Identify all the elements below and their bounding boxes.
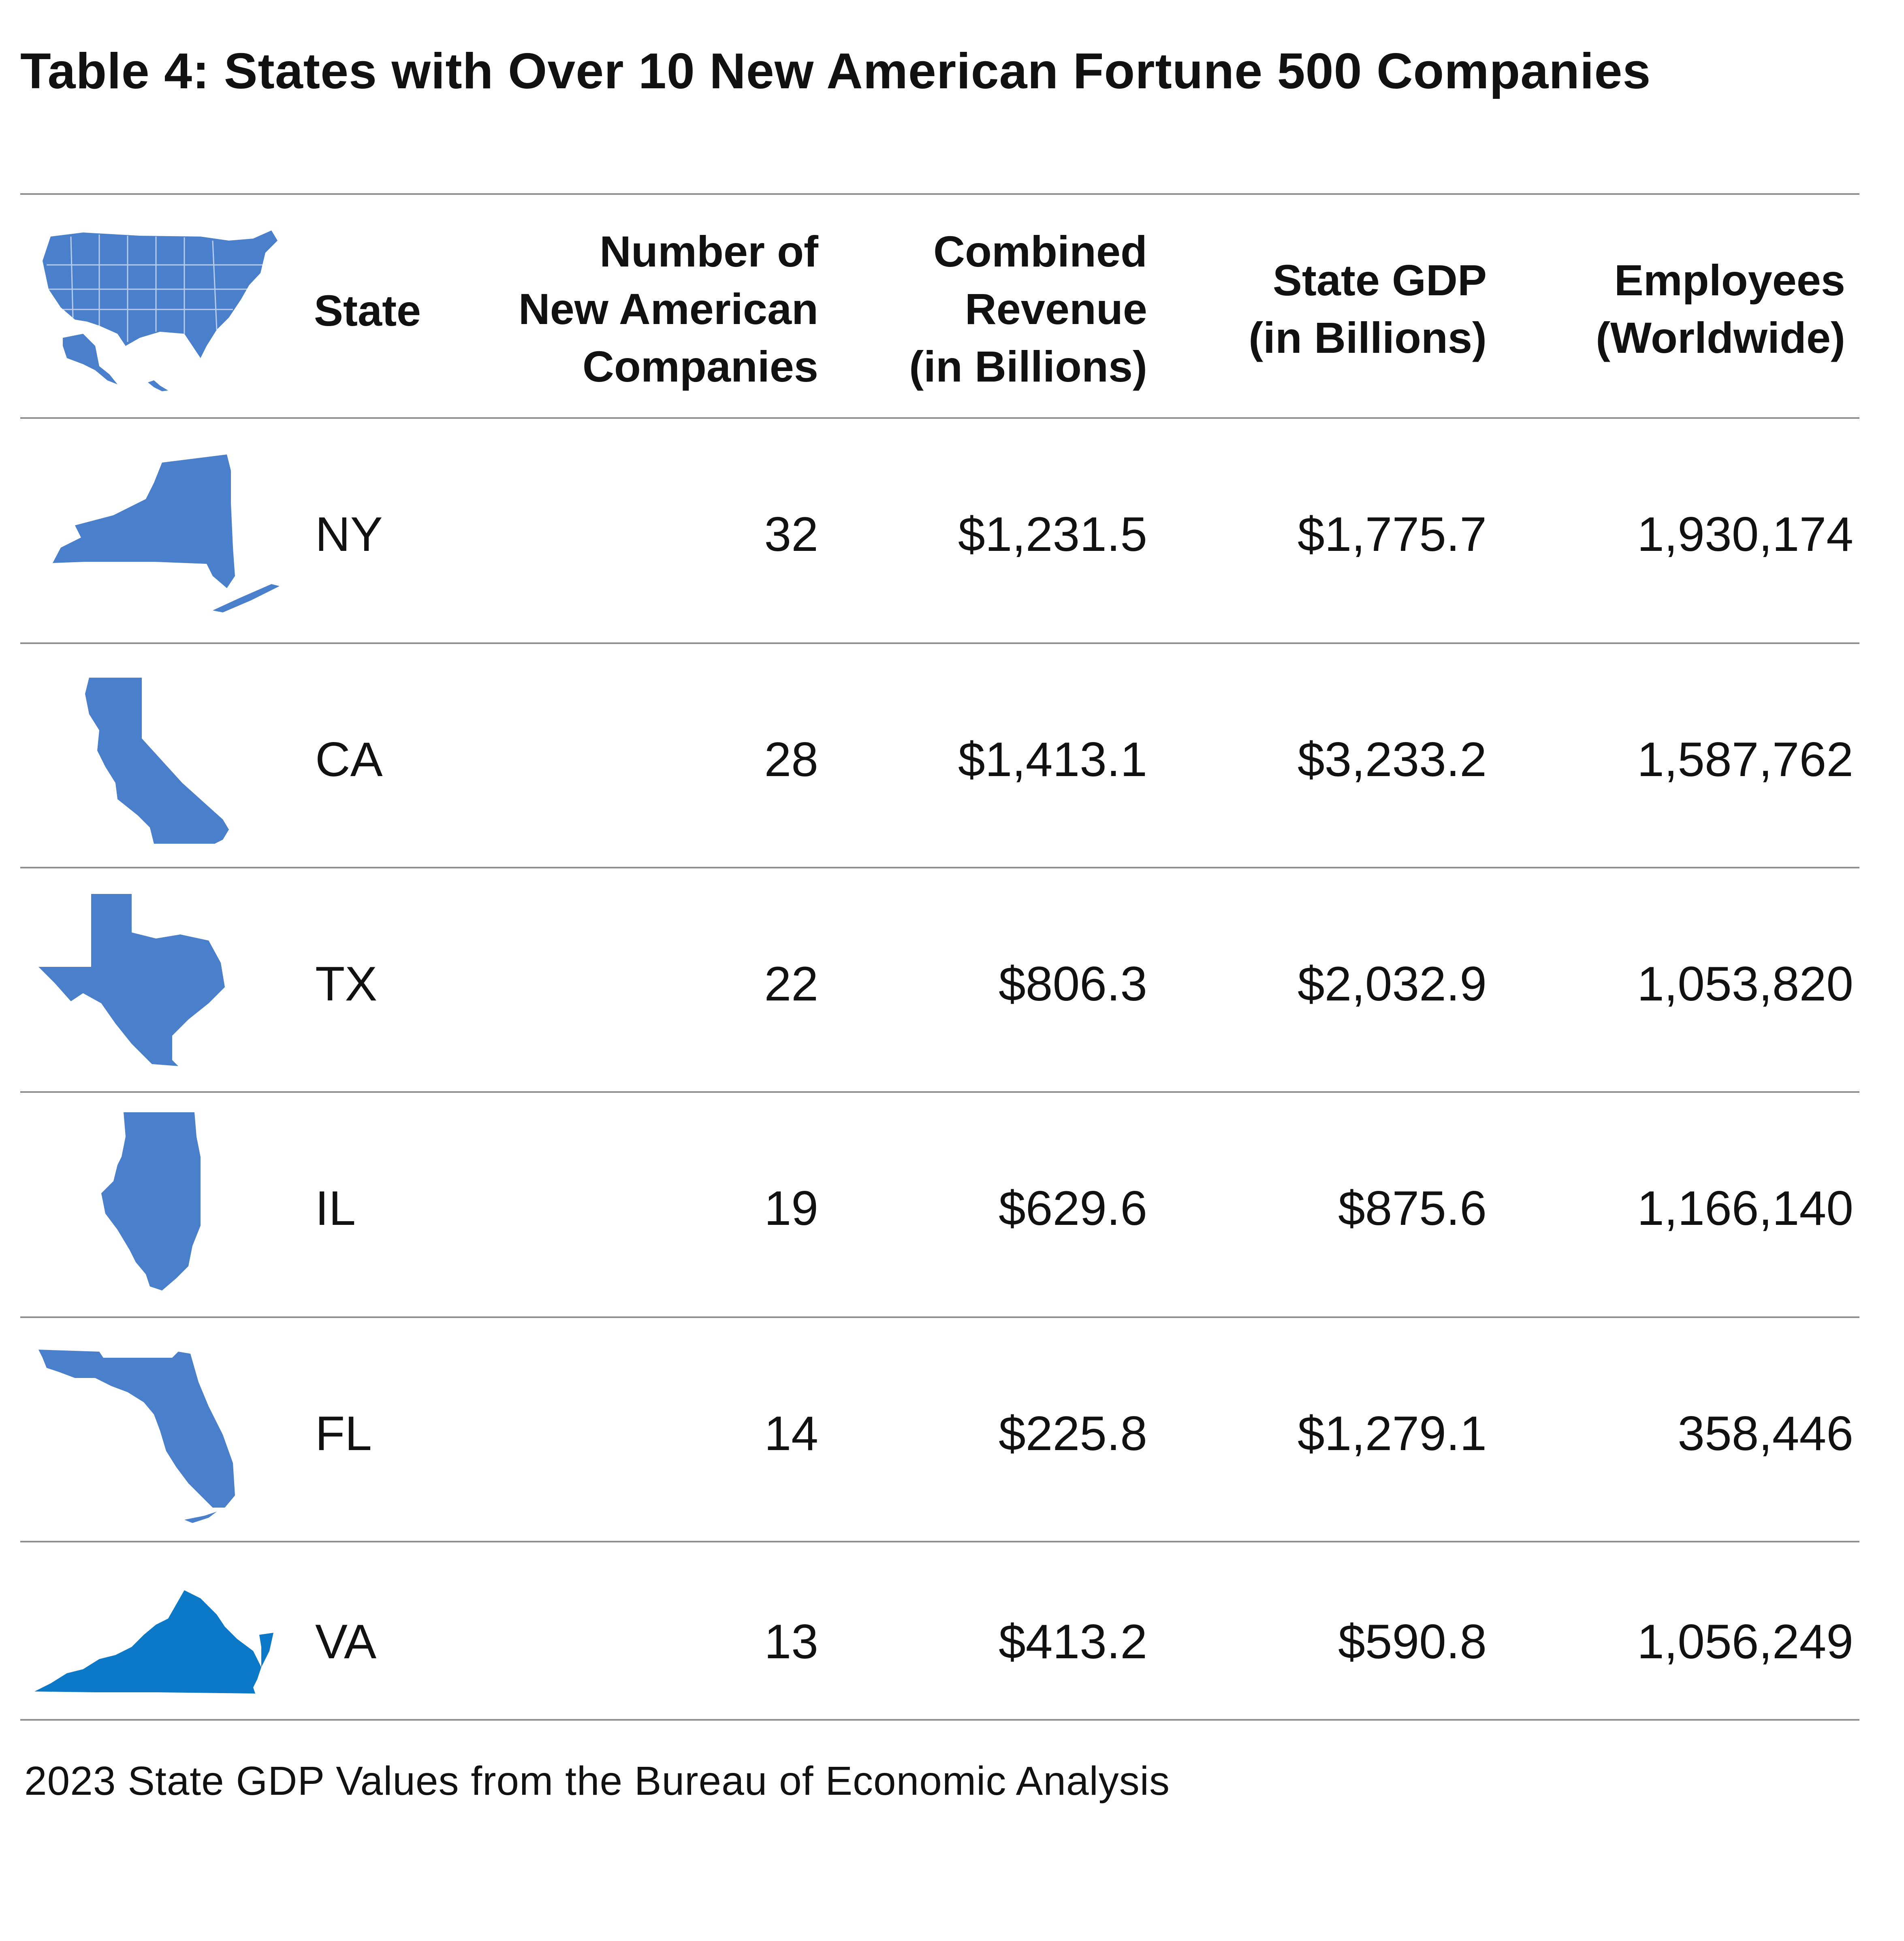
- companies-value: 14: [764, 1406, 818, 1461]
- top-rule: [20, 193, 1859, 195]
- header-revenue: Combined Revenue (in Billions): [909, 227, 1147, 391]
- table-row: IL 19 $629.6 $875.6 1,166,140: [0, 1092, 1904, 1316]
- companies-value: 22: [764, 957, 818, 1011]
- virginia-map-icon: [34, 1590, 273, 1696]
- header-employees: Employees (Worldwide): [1596, 256, 1845, 362]
- state-name: NY: [315, 507, 383, 561]
- table-row: CA 28 $1,413.1 $3,233.2 1,587,762: [0, 643, 1904, 867]
- california-map-icon: [81, 678, 235, 844]
- employees-value: 1,056,249: [1637, 1615, 1853, 1669]
- header-gdp: State GDP (in Billions): [1249, 256, 1487, 362]
- header-rule: [20, 417, 1859, 419]
- state-name: TX: [315, 957, 378, 1011]
- employees-value: 1,053,820: [1637, 957, 1853, 1011]
- texas-map-icon: [38, 894, 229, 1068]
- table-row: TX 22 $806.3 $2,032.9 1,053,820: [0, 868, 1904, 1092]
- revenue-value: $1,413.1: [958, 732, 1147, 787]
- florida-map-icon: [38, 1350, 237, 1528]
- header-companies: Number of New American Companies: [518, 227, 818, 391]
- revenue-value: $1,231.5: [958, 507, 1147, 561]
- header-state: State: [314, 286, 421, 335]
- illinois-map-icon: [101, 1112, 203, 1290]
- companies-value: 28: [764, 732, 818, 787]
- employees-value: 1,587,762: [1637, 732, 1853, 787]
- row-rule: [20, 867, 1859, 868]
- companies-value: 19: [764, 1181, 818, 1235]
- table-title: Table 4: States with Over 10 New America…: [20, 43, 1651, 99]
- companies-value: 13: [764, 1615, 818, 1669]
- gdp-value: $590.8: [1338, 1615, 1487, 1669]
- employees-value: 1,930,174: [1637, 507, 1853, 561]
- gdp-value: $1,279.1: [1297, 1406, 1487, 1461]
- footnote: 2023 State GDP Values from the Bureau of…: [24, 1758, 1170, 1804]
- row-rule: [20, 1316, 1859, 1318]
- row-rule: [20, 642, 1859, 644]
- new-york-map-icon: [53, 454, 280, 616]
- gdp-value: $1,775.7: [1297, 507, 1487, 561]
- state-name: CA: [315, 732, 383, 787]
- bottom-rule: [20, 1719, 1859, 1721]
- employees-value: 358,446: [1678, 1406, 1853, 1461]
- table-row: FL 14 $225.8 $1,279.1 358,446: [0, 1317, 1904, 1541]
- row-rule: [20, 1091, 1859, 1093]
- table-row: NY 32 $1,231.5 $1,775.7 1,930,174: [0, 418, 1904, 642]
- revenue-value: $806.3: [998, 957, 1147, 1011]
- state-name: VA: [315, 1615, 377, 1669]
- gdp-value: $2,032.9: [1297, 957, 1487, 1011]
- revenue-value: $629.6: [998, 1181, 1147, 1235]
- header-row: State Number of New American Companies C…: [0, 194, 1904, 418]
- revenue-value: $225.8: [998, 1406, 1147, 1461]
- revenue-value: $413.2: [998, 1615, 1147, 1669]
- employees-value: 1,166,140: [1637, 1181, 1853, 1235]
- state-name: IL: [315, 1181, 356, 1235]
- gdp-value: $3,233.2: [1297, 732, 1487, 787]
- table-row: VA 13 $413.2 $590.8 1,056,249: [0, 1542, 1904, 1720]
- companies-value: 32: [764, 507, 818, 561]
- gdp-value: $875.6: [1338, 1181, 1487, 1235]
- row-rule: [20, 1541, 1859, 1542]
- state-name: FL: [315, 1406, 372, 1461]
- usa-map-icon: [38, 224, 290, 395]
